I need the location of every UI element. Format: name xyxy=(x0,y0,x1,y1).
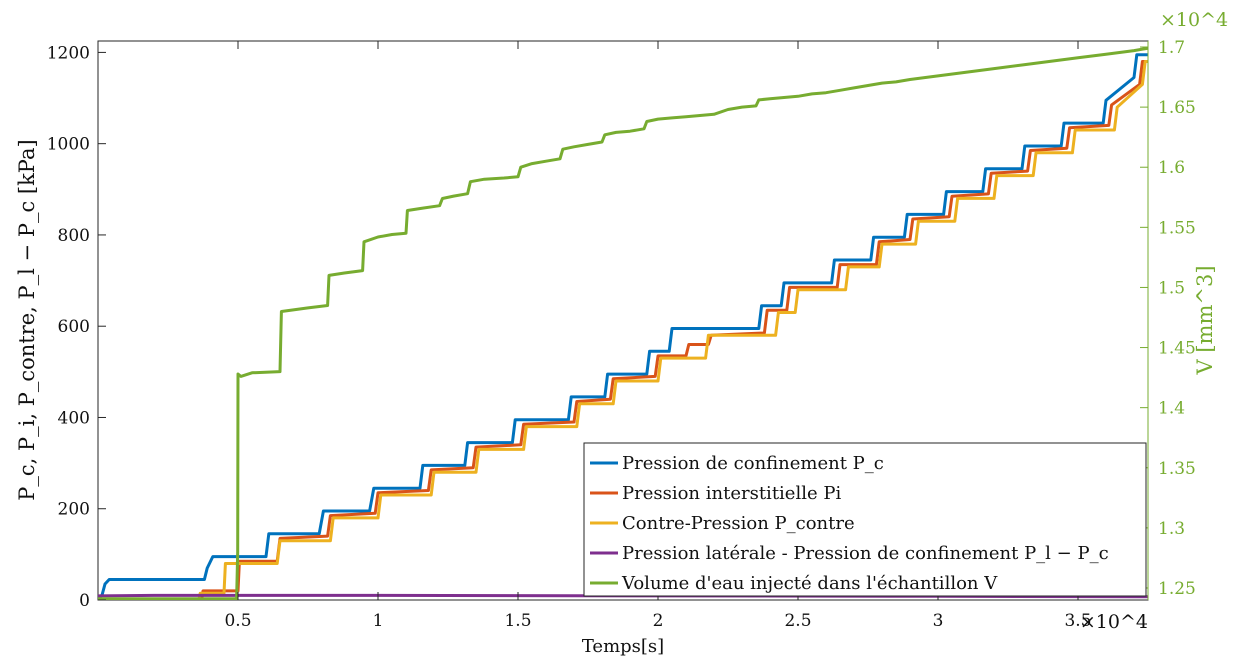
x-tick-label: 2.5 xyxy=(784,611,811,631)
y2-tick-label: 1.55 xyxy=(1158,218,1196,238)
series-layer xyxy=(98,46,1148,600)
y-axis-label: P_c, P_i, P_contre, P_l − P_c [kPa] xyxy=(15,139,39,500)
y2-ticks: 1.25 1.3 1.35 1.4 1.45 1.5 1.55 1.6 1.65 1.7 xyxy=(1140,38,1196,600)
x-tick-label: 1 xyxy=(373,611,384,631)
x-tick-label: 0.5 xyxy=(224,611,251,631)
legend: Pression de confinement P_c Pression inte… xyxy=(583,442,1147,597)
legend-box xyxy=(583,442,1147,597)
y-tick-label: 1000 xyxy=(47,135,90,155)
x-tick-label: 3.5 xyxy=(1064,611,1091,631)
legend-entry: Contre-Pression P_contre xyxy=(622,513,855,534)
y2-tick-label: 1.3 xyxy=(1158,519,1185,539)
x-tick-label: 2 xyxy=(653,611,664,631)
legend-entry: Volume d'eau injecté dans l'échantillon … xyxy=(621,573,998,594)
x-axis-label: Temps[s] xyxy=(582,636,664,657)
y2-tick-label: 1.5 xyxy=(1158,278,1185,298)
y-tick-label: 200 xyxy=(58,500,90,520)
y-tick-label: 800 xyxy=(58,226,90,246)
y2-axis-label: V [mm^3] xyxy=(1193,265,1217,375)
legend-entry: Pression de confinement P_c xyxy=(622,453,884,474)
y2-tick-label: 1.35 xyxy=(1158,459,1196,479)
x-tick-label: 3 xyxy=(933,611,944,631)
series-line-5 xyxy=(98,46,1148,600)
y-tick-label: 400 xyxy=(58,408,90,428)
y2-tick-label: 1.25 xyxy=(1158,579,1196,599)
y2-tick-label: 1.7 xyxy=(1158,38,1185,58)
y2-tick-label: 1.4 xyxy=(1158,399,1185,419)
y-tick-label: 0 xyxy=(79,591,90,611)
y-tick-label: 1200 xyxy=(47,43,90,63)
x-tick-label: 1.5 xyxy=(504,611,531,631)
y2-tick-label: 1.6 xyxy=(1158,158,1185,178)
series-line-2 xyxy=(98,60,1148,600)
series-line-3 xyxy=(98,60,1148,600)
x-axis-multiplier: ×10^4 xyxy=(1080,611,1148,633)
y2-tick-label: 1.45 xyxy=(1158,339,1196,359)
x-ticks: 0.5 1 1.5 2 2.5 3 3.5 xyxy=(224,41,1092,631)
legend-entry: Pression interstitielle Pi xyxy=(622,483,841,504)
y2-tick-label: 1.65 xyxy=(1158,98,1196,118)
legend-entry: Pression latérale - Pression de confinem… xyxy=(622,543,1109,564)
y-tick-label: 600 xyxy=(58,317,90,337)
series-line-1 xyxy=(98,53,1148,600)
y2-axis-multiplier: ×10^4 xyxy=(1160,9,1228,31)
y-ticks: 0 200 400 600 800 1000 1200 xyxy=(47,43,106,611)
